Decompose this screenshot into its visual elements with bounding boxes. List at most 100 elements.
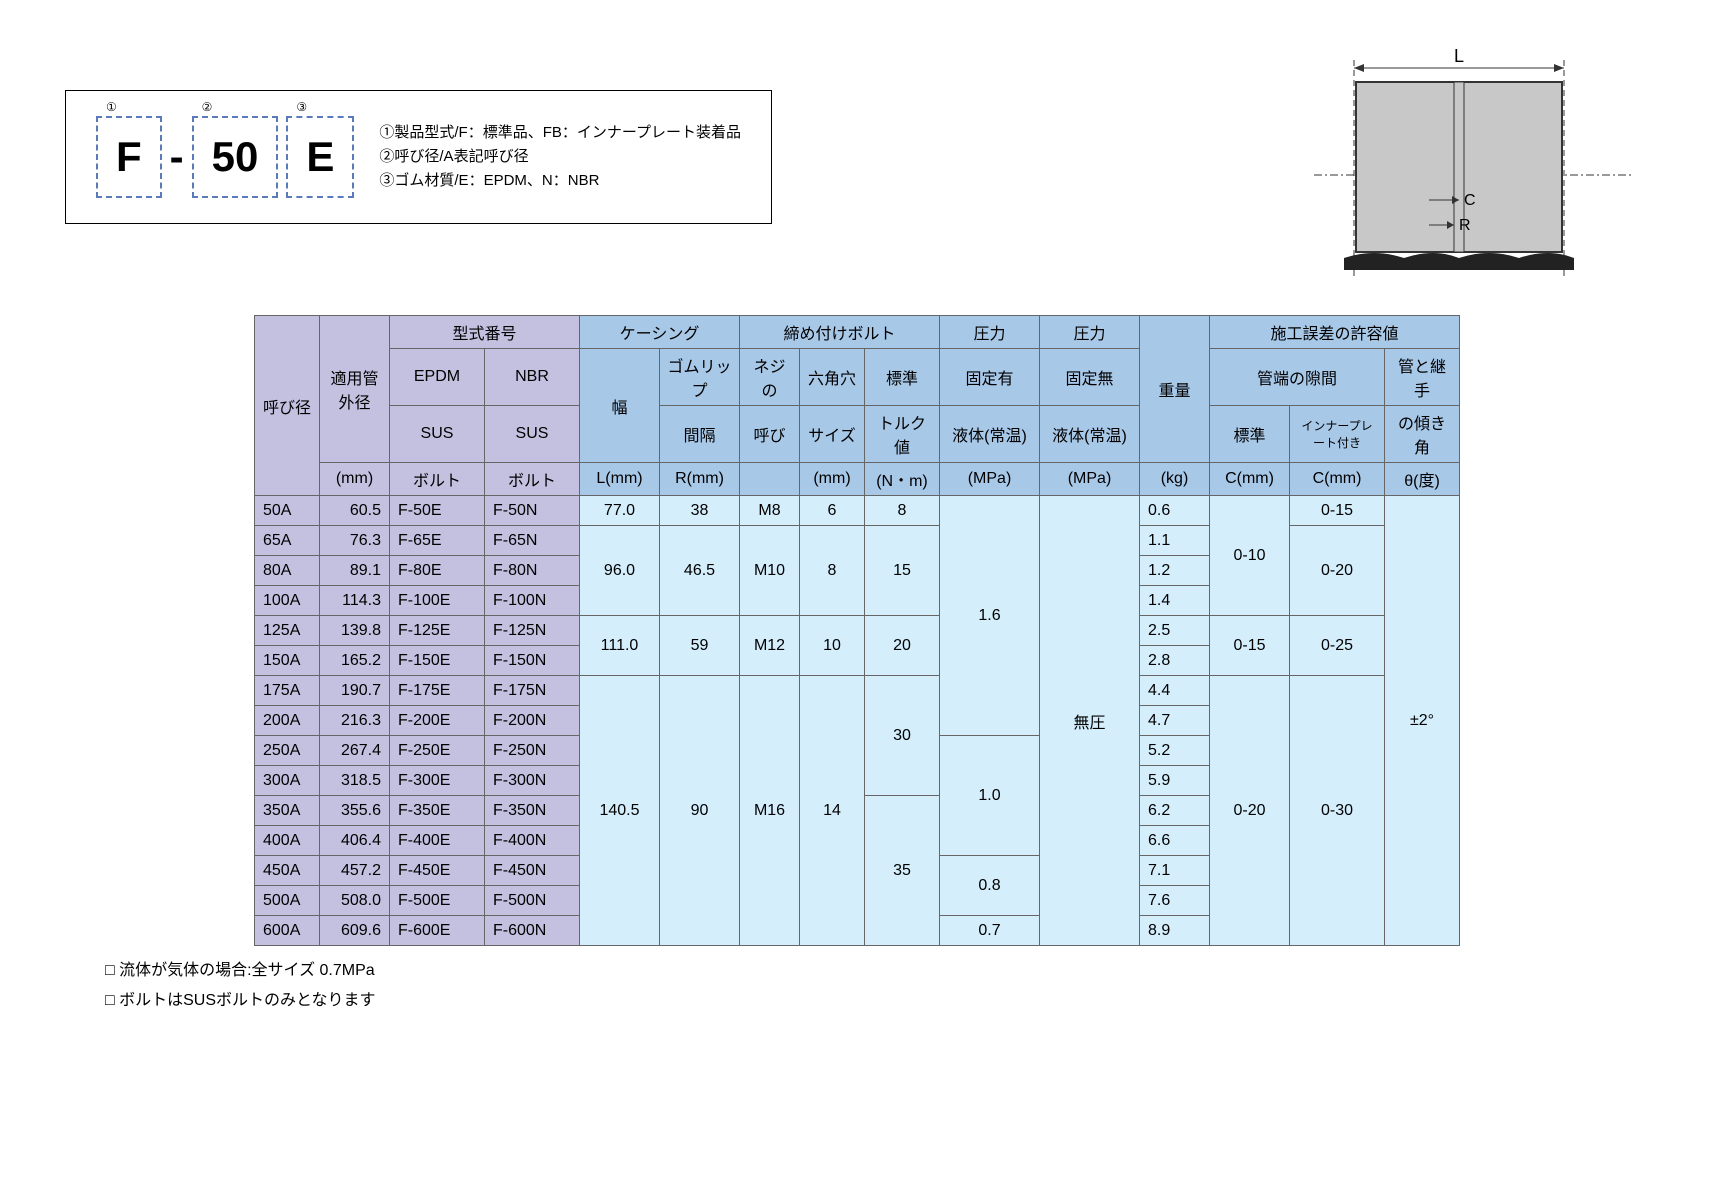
cell-weight: 7.1: [1140, 856, 1210, 886]
hdr-thread: ネジの: [740, 349, 800, 406]
legend-line-3: ③ゴム材質/E：EPDM、N：NBR: [379, 169, 741, 193]
hdr-sus1: SUS: [390, 406, 485, 463]
hdr-inner: インナープレート付き: [1290, 406, 1385, 463]
hdr-Rmm: R(mm): [660, 463, 740, 496]
cell-p10: 1.0: [940, 736, 1040, 856]
code-val-1: F: [116, 133, 142, 180]
cell-nbr: F-50N: [485, 496, 580, 526]
hdr-MPa1: (MPa): [940, 463, 1040, 496]
cell-nominal: 500A: [255, 886, 320, 916]
cell-R: 46.5: [660, 526, 740, 616]
hdr-width: 幅: [580, 349, 660, 463]
hdr-nbr: NBR: [485, 349, 580, 406]
cell-weight: 8.9: [1140, 916, 1210, 946]
cell-weight: 5.2: [1140, 736, 1210, 766]
cell-torque: 8: [865, 496, 940, 526]
cell-epdm: F-65E: [390, 526, 485, 556]
code-sup-1: ①: [106, 100, 117, 114]
cell-hex: 6: [800, 496, 865, 526]
hdr-bolt1: ボルト: [390, 463, 485, 496]
hdr-tilt: の傾き角: [1385, 406, 1460, 463]
cell-epdm: F-350E: [390, 796, 485, 826]
cell-pnone: 無圧: [1040, 496, 1140, 946]
cell-weight: 6.6: [1140, 826, 1210, 856]
cell-od: 165.2: [320, 646, 390, 676]
cell-nbr: F-600N: [485, 916, 580, 946]
cell-weight: 6.2: [1140, 796, 1210, 826]
cell-od: 190.7: [320, 676, 390, 706]
cell-nominal: 600A: [255, 916, 320, 946]
cell-weight: 1.1: [1140, 526, 1210, 556]
cell-nominal: 100A: [255, 586, 320, 616]
cell-epdm: F-500E: [390, 886, 485, 916]
cell-epdm: F-600E: [390, 916, 485, 946]
cell-od: 76.3: [320, 526, 390, 556]
hdr-p1: 圧力: [940, 316, 1040, 349]
diagram-label-R: R: [1459, 217, 1471, 234]
hdr-liq2: 液体(常温): [1040, 406, 1140, 463]
hdr-lip: ゴムリップ: [660, 349, 740, 406]
cell-torque: 20: [865, 616, 940, 676]
cell-angle: ±2°: [1385, 496, 1460, 946]
diagram-label-C: C: [1464, 192, 1476, 209]
hdr-Lmm: L(mm): [580, 463, 660, 496]
cell-weight: 5.9: [1140, 766, 1210, 796]
cell-tol-d1: 0-15: [1290, 496, 1385, 526]
cell-nbr: F-175N: [485, 676, 580, 706]
cell-p16: 1.6: [940, 496, 1040, 736]
top-section: ① F - ② 50 ③ E ①製品型式/F：標準品、FB：インナープレート装着…: [20, 20, 1694, 295]
footnotes: □ 流体が気体の場合:全サイズ 0.7MPa □ ボルトはSUSボルトのみとなり…: [105, 956, 1694, 1017]
cell-od: 318.5: [320, 766, 390, 796]
cell-nbr: F-100N: [485, 586, 580, 616]
hdr-model: 型式番号: [390, 316, 580, 349]
cell-tol-d3: 0-25: [1290, 616, 1385, 676]
hdr-Nm: (N・m): [865, 463, 940, 496]
cell-nbr: F-200N: [485, 706, 580, 736]
table-row: 125A 139.8 F-125E F-125N 111.0 59 M12 10…: [255, 616, 1460, 646]
cell-thread: M12: [740, 616, 800, 676]
hdr-od: 適用管外径: [320, 316, 390, 463]
hdr-size: サイズ: [800, 406, 865, 463]
cell-epdm: F-400E: [390, 826, 485, 856]
cell-nbr: F-250N: [485, 736, 580, 766]
cell-nominal: 175A: [255, 676, 320, 706]
cell-nominal: 65A: [255, 526, 320, 556]
code-sup-2: ②: [202, 100, 213, 114]
hdr-mm: (mm): [320, 463, 390, 496]
legend-line-1: ①製品型式/F：標準品、FB：インナープレート装着品: [379, 121, 741, 145]
dash: -: [170, 133, 184, 181]
cell-thread: M10: [740, 526, 800, 616]
cell-p08: 0.8: [940, 856, 1040, 916]
code-val-3: E: [306, 133, 334, 180]
cell-od: 457.2: [320, 856, 390, 886]
cell-weight: 2.8: [1140, 646, 1210, 676]
hdr-epdm: EPDM: [390, 349, 485, 406]
cell-epdm: F-200E: [390, 706, 485, 736]
cell-epdm: F-150E: [390, 646, 485, 676]
cell-nominal: 80A: [255, 556, 320, 586]
cell-nbr: F-65N: [485, 526, 580, 556]
cell-epdm: F-125E: [390, 616, 485, 646]
code-sup-3: ③: [296, 100, 307, 114]
hdr-mm2: (mm): [800, 463, 865, 496]
hdr-tol: 施工誤差の許容値: [1210, 316, 1460, 349]
hdr-stdgap: 標準: [1210, 406, 1290, 463]
note-1: □ 流体が気体の場合:全サイズ 0.7MPa: [105, 956, 1694, 986]
cell-od: 406.4: [320, 826, 390, 856]
cell-od: 216.3: [320, 706, 390, 736]
cell-nominal: 250A: [255, 736, 320, 766]
hdr-sus2: SUS: [485, 406, 580, 463]
hdr-gap: 間隔: [660, 406, 740, 463]
cell-nominal: 50A: [255, 496, 320, 526]
cell-L: 77.0: [580, 496, 660, 526]
cell-epdm: F-450E: [390, 856, 485, 886]
cross-section-diagram: L C R: [1314, 30, 1634, 295]
cell-thread: M16: [740, 676, 800, 946]
cell-nominal: 400A: [255, 826, 320, 856]
cell-epdm: F-250E: [390, 736, 485, 766]
cell-epdm: F-80E: [390, 556, 485, 586]
cell-nominal: 200A: [255, 706, 320, 736]
cell-epdm: F-50E: [390, 496, 485, 526]
cell-nbr: F-400N: [485, 826, 580, 856]
cell-nbr: F-450N: [485, 856, 580, 886]
